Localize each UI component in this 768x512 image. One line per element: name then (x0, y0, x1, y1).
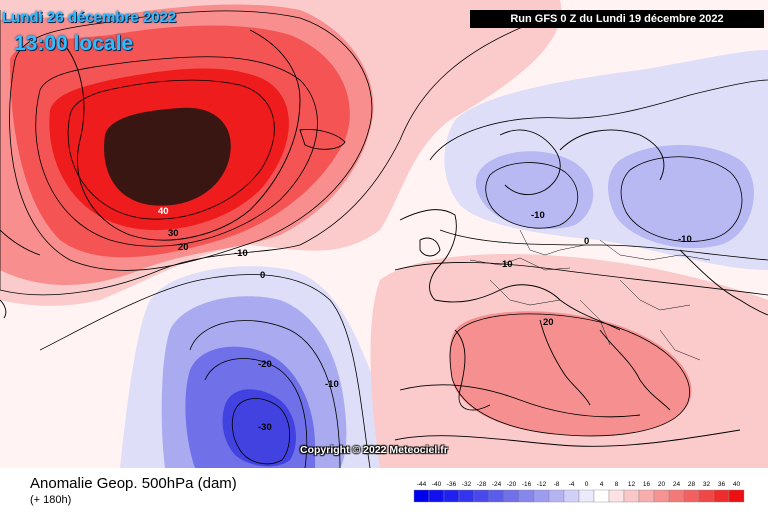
legend-color-swatch (638, 489, 655, 503)
anomaly-map: 40 30 20 -10 0 -20 -10 -30 -10 0 -10 10 … (0, 0, 768, 468)
legend-color-swatch (428, 489, 445, 503)
lead-time: (+ 180h) (30, 494, 72, 506)
contour-m10-russia (620, 156, 743, 242)
contour-m10-low (189, 320, 341, 468)
legend-color-swatch (578, 489, 595, 503)
contour-label: 40 (158, 206, 169, 217)
legend-color-swatch (518, 489, 535, 503)
greenland-anomaly-core (104, 107, 231, 206)
legend-color-swatch (653, 489, 670, 503)
map-title: Anomalie Geop. 500hPa (dam) (30, 475, 237, 492)
legend-tick-label: 4 (600, 481, 604, 488)
contour-label: -10 (678, 234, 692, 245)
legend-color-swatch (533, 489, 550, 503)
legend-tick-label: 20 (658, 481, 666, 488)
atlantic-low-core (222, 389, 296, 467)
legend-tick-label: 28 (688, 481, 696, 488)
legend-color-swatch (473, 489, 490, 503)
contour-label: 20 (178, 242, 189, 253)
legend-tick-label: -28 (477, 481, 487, 488)
legend-color-swatch (503, 489, 520, 503)
legend-color-swatch (623, 489, 640, 503)
contour-40 (67, 79, 275, 220)
contour-30 (35, 56, 318, 247)
north-europe-low-moderate (475, 151, 594, 229)
contour-20 (9, 10, 373, 271)
contour-0-europe (429, 79, 768, 161)
legend-tick-label: 32 (703, 481, 711, 488)
contour-label: 0 (260, 270, 265, 281)
contour-m10-north-sea (485, 162, 579, 229)
legend-tick-label: -24 (492, 481, 502, 488)
legend-tick-label: -12 (537, 481, 547, 488)
contour-20-med (449, 313, 690, 437)
legend-tick-label: -36 (447, 481, 457, 488)
local-time-title: 13:00 locale (14, 32, 134, 55)
contour-m30-low (231, 398, 291, 465)
legend-color-swatch (698, 489, 715, 503)
legend-color-swatch (683, 489, 700, 503)
contour-0-south (439, 229, 768, 261)
legend-color-swatch (608, 489, 625, 503)
contour-label: 30 (168, 228, 179, 239)
contour-label: 0 (584, 236, 589, 247)
legend-tick-label: -40 (432, 481, 442, 488)
contour-m20-low (204, 358, 308, 468)
legend-color-swatch (713, 489, 730, 503)
legend-tick-label: -32 (462, 481, 472, 488)
legend-tick-label: 40 (733, 481, 741, 488)
legend-tick-label: -8 (554, 481, 560, 488)
russia-low-moderate (608, 145, 754, 249)
contour-label: -20 (258, 359, 272, 370)
contour-label-layer: 40 30 20 -10 0 -20 -10 -30 -10 0 -10 10 … (158, 206, 692, 433)
legend-color-swatch (443, 489, 460, 503)
contour-label: 10 (502, 259, 513, 270)
valid-date-title: Lundi 26 décembre 2022 (2, 9, 177, 26)
legend-color-swatch (668, 489, 685, 503)
legend-color-swatch (563, 489, 580, 503)
color-scale-legend: -44 -40 -36 -32 -28 -24 -20 -16 -12 -8 -4 0 4 8 12 16 20… (413, 481, 745, 503)
legend-color-swatch (488, 489, 505, 503)
legend-tick-label: -20 (507, 481, 517, 488)
contour-label: -30 (258, 422, 272, 433)
contour-0-atlantic (39, 274, 371, 468)
contour-label: 20 (543, 317, 554, 328)
legend-tick-label: 16 (643, 481, 651, 488)
legend-color-swatch (413, 489, 430, 503)
legend-color-swatch (458, 489, 475, 503)
legend-tick-label: -4 (569, 481, 575, 488)
model-run-info: Run GFS 0 Z du Lundi 19 décembre 2022 (470, 10, 764, 28)
legend-color-swatch (548, 489, 565, 503)
legend-tick-label: 12 (628, 481, 636, 488)
legend-color-swatch (593, 489, 610, 503)
legend-tick-label: -16 (522, 481, 532, 488)
contour-10-greenland (0, 10, 541, 296)
coastlines (0, 29, 768, 447)
contour-label: -10 (234, 248, 248, 259)
legend-tick-label: 8 (615, 481, 619, 488)
contour-label: -10 (531, 210, 545, 221)
legend-color-swatch (728, 489, 745, 503)
contour-10-europe (394, 262, 768, 296)
legend-tick-label: -44 (417, 481, 427, 488)
mediterranean-anomaly-moderate (449, 311, 692, 437)
legend-tick-label: 0 (585, 481, 589, 488)
legend-tick-label: 24 (673, 481, 681, 488)
contour-lines (0, 10, 768, 468)
copyright-notice: Copyright © 2022 Meteociel.fr (300, 444, 448, 456)
legend-tick-label: 36 (718, 481, 726, 488)
contour-label: -10 (325, 379, 339, 390)
